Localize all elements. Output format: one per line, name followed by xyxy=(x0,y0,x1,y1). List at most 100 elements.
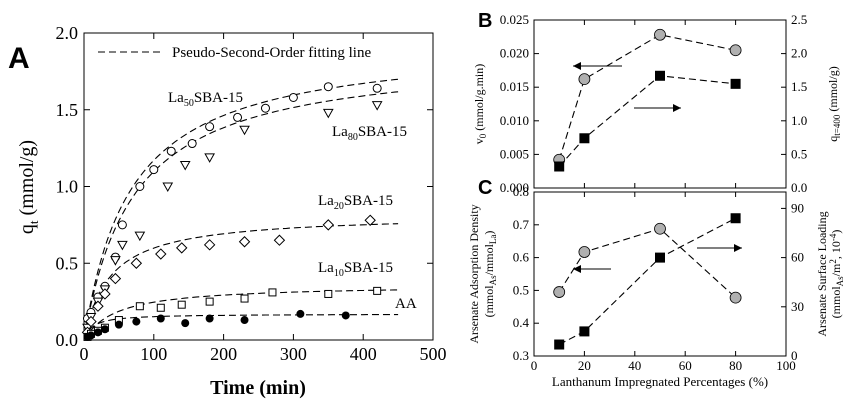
panel-c-right-arrow xyxy=(697,244,742,252)
panel-c-left-tick-label: 0.4 xyxy=(513,315,530,330)
panel-b-point-1 xyxy=(730,78,741,89)
data-point-0 xyxy=(288,92,298,102)
data-point-0 xyxy=(149,165,159,175)
panel-b-point-0 xyxy=(729,44,742,57)
panel-b-point-0 xyxy=(578,73,591,86)
panel-c-left-axis-label-line2: (mmolAs/mmolLa) xyxy=(482,231,498,318)
panel-c-point-1 xyxy=(579,326,590,337)
data-point-1 xyxy=(162,182,174,193)
panel-c-line-0 xyxy=(558,228,736,299)
data-point-4 xyxy=(93,328,102,337)
panel-c-left-tick-label: 0.3 xyxy=(513,348,529,363)
panel-a-points xyxy=(81,82,383,341)
panel-c-left-tick-label: 0.8 xyxy=(513,184,529,199)
panel-a-y-axis-label: qt (mmol/g) xyxy=(16,140,41,234)
panel-c-point-0 xyxy=(654,222,666,235)
data-point-4 xyxy=(240,316,249,325)
label-la50: La50SBA-15 xyxy=(168,90,243,109)
data-point-4 xyxy=(100,325,109,334)
data-point-2 xyxy=(322,219,335,231)
data-point-0 xyxy=(372,83,382,93)
data-point-2 xyxy=(203,239,216,251)
panel-c-right-axis-label-line1: Arsenate Surface Loading xyxy=(815,211,829,336)
panel-c-plot-area xyxy=(533,191,787,357)
panel-a-x-tick-label: 300 xyxy=(280,344,307,364)
panel-c-point-0 xyxy=(553,286,566,298)
data-point-1 xyxy=(322,108,334,119)
fit-curve-3 xyxy=(83,289,399,341)
panel-c-x-axis-label: Lanthanum Impregnated Percentages (%) xyxy=(552,374,768,389)
panel-c-x-tick-label: 100 xyxy=(776,358,796,373)
data-point-4 xyxy=(86,331,95,340)
panel-c-left-tick-label: 0.5 xyxy=(513,282,529,297)
data-point-2 xyxy=(109,272,122,285)
label-la80: La80SBA-15 xyxy=(332,124,407,143)
panel-b-right-tick-label: 2.5 xyxy=(791,12,807,27)
panel-b-left-tick-label: 0.020 xyxy=(500,46,529,61)
panel-b-point-1 xyxy=(579,133,590,144)
data-point-1 xyxy=(117,240,128,251)
data-point-4 xyxy=(341,311,350,320)
panel-c-right-tick-label: 60 xyxy=(791,250,804,265)
panel-a-y-tick-label: 0.5 xyxy=(56,253,79,273)
data-point-4 xyxy=(205,314,214,323)
data-point-1 xyxy=(371,101,383,111)
panel-a-x-axis-label: Time (min) xyxy=(210,377,306,399)
data-point-0 xyxy=(117,220,127,230)
panel-b-left-tick-label: 0.010 xyxy=(500,113,529,128)
data-point-3 xyxy=(156,303,165,312)
fit-curve-0 xyxy=(83,78,399,341)
panel-b-left-axis-label: v0 (mmol/g.min) xyxy=(472,64,488,145)
data-point-0 xyxy=(187,139,197,149)
panel-b-left-tick-label: 0.005 xyxy=(500,146,529,161)
panel-b-right-tick-label: 1.0 xyxy=(791,113,807,128)
panel-b-left-tick-label: 0.015 xyxy=(500,79,529,94)
panel-c-x-tick-label: 80 xyxy=(729,358,742,373)
data-point-4 xyxy=(156,314,165,323)
panel-c-lines xyxy=(553,213,742,350)
data-point-4 xyxy=(132,317,141,326)
panel-b-right-tick-label: 2.0 xyxy=(791,46,807,61)
panel-b-chart: B v0 (mmol/g.min) qt=400 (mmol/g) 0.0000… xyxy=(472,10,842,195)
panel-a-x-tick-label: 200 xyxy=(210,344,237,364)
panel-c-left-tick-label: 0.6 xyxy=(513,250,530,265)
panel-b-left-tick-label: 0.025 xyxy=(500,12,529,27)
panel-b-line-1 xyxy=(558,75,736,167)
panel-a-letter: A xyxy=(8,42,30,75)
panel-c-point-0 xyxy=(729,291,742,304)
panel-b-point-1 xyxy=(554,161,565,172)
panel-c-left-axis-label-line1: Arsenate Adsorption Density xyxy=(467,204,481,343)
data-point-1 xyxy=(134,231,146,242)
panel-a-y-tick-label: 2.0 xyxy=(56,23,79,43)
panel-c-left-tick-label: 0.7 xyxy=(513,217,530,232)
panel-c-ticks: 0 20 40 60 80 100 0.3 0.4 0.5 0.6 0.7 0.8 0 30 60 90 xyxy=(513,184,804,373)
data-point-4 xyxy=(296,309,305,318)
data-point-3 xyxy=(177,300,186,309)
data-point-0 xyxy=(205,122,215,132)
panel-b-point-1 xyxy=(655,70,665,81)
data-point-1 xyxy=(204,153,215,163)
data-point-3 xyxy=(324,289,333,298)
panel-a-legend-text: Pseudo-Second-Order fitting line xyxy=(172,45,371,61)
panel-c-x-tick-label: 40 xyxy=(628,358,641,373)
data-point-3 xyxy=(135,302,144,311)
data-point-1 xyxy=(239,125,250,136)
panel-a-y-tick-label: 1.0 xyxy=(56,177,79,197)
panel-c-point-1 xyxy=(730,213,741,224)
panel-a-chart: A qt (mmol/g) Time (min) Pseudo-Second-O… xyxy=(8,23,447,399)
panel-b-right-tick-label: 0.5 xyxy=(791,146,807,161)
panel-a-x-tick-label: 0 xyxy=(80,344,89,364)
data-point-4 xyxy=(114,320,123,329)
data-point-1 xyxy=(110,256,121,266)
panel-c-left-arrow xyxy=(573,265,611,273)
panel-c-line-1 xyxy=(558,217,736,346)
panel-a-x-tick-label: 400 xyxy=(350,344,377,364)
data-point-2 xyxy=(155,248,167,260)
panel-c-point-1 xyxy=(655,252,665,263)
data-point-2 xyxy=(238,236,251,248)
data-point-0 xyxy=(135,182,145,191)
data-point-2 xyxy=(176,242,188,254)
data-point-2 xyxy=(273,234,286,246)
data-point-0 xyxy=(260,103,270,113)
